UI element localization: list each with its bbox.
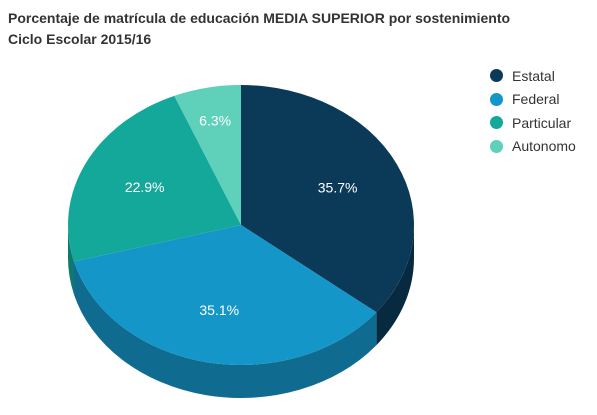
- data-label-particular: 22.9%: [125, 179, 165, 195]
- pie-side-federal: [73, 261, 377, 398]
- legend-swatch: [490, 92, 503, 106]
- legend-label: Estatal: [512, 67, 555, 84]
- chart-title-block: Porcentaje de matrícula de educación MED…: [8, 8, 588, 50]
- data-label-federal: 35.1%: [199, 302, 239, 318]
- legend-label: Federal: [512, 91, 560, 108]
- pie-slice-autonomo: [174, 85, 241, 225]
- legend-label: Particular: [512, 114, 572, 131]
- legend-item-autonomo[interactable]: Autonomo: [490, 135, 576, 159]
- pie-slice-particular: [67, 95, 241, 262]
- data-label-estatal: 35.7%: [318, 179, 358, 195]
- chart-title: Porcentaje de matrícula de educación MED…: [8, 10, 511, 26]
- legend-item-estatal[interactable]: Estatal: [490, 64, 576, 88]
- chart-legend: Estatal Federal Particular Autonomo: [490, 64, 576, 158]
- legend-item-particular[interactable]: Particular: [490, 111, 576, 135]
- legend-swatch: [490, 139, 503, 153]
- legend-label: Autonomo: [512, 138, 576, 155]
- legend-item-federal[interactable]: Federal: [490, 88, 576, 112]
- legend-swatch: [490, 69, 503, 83]
- data-label-autonomo: 6.3%: [199, 113, 231, 129]
- chart-subtitle: Ciclo Escolar 2015/16: [8, 31, 152, 47]
- pie-side-estatal: [376, 225, 414, 346]
- legend-swatch: [490, 116, 503, 130]
- pie-slice-federal: [73, 225, 377, 365]
- pie-side-particular: [68, 225, 74, 295]
- pie-slice-estatal: [241, 85, 414, 313]
